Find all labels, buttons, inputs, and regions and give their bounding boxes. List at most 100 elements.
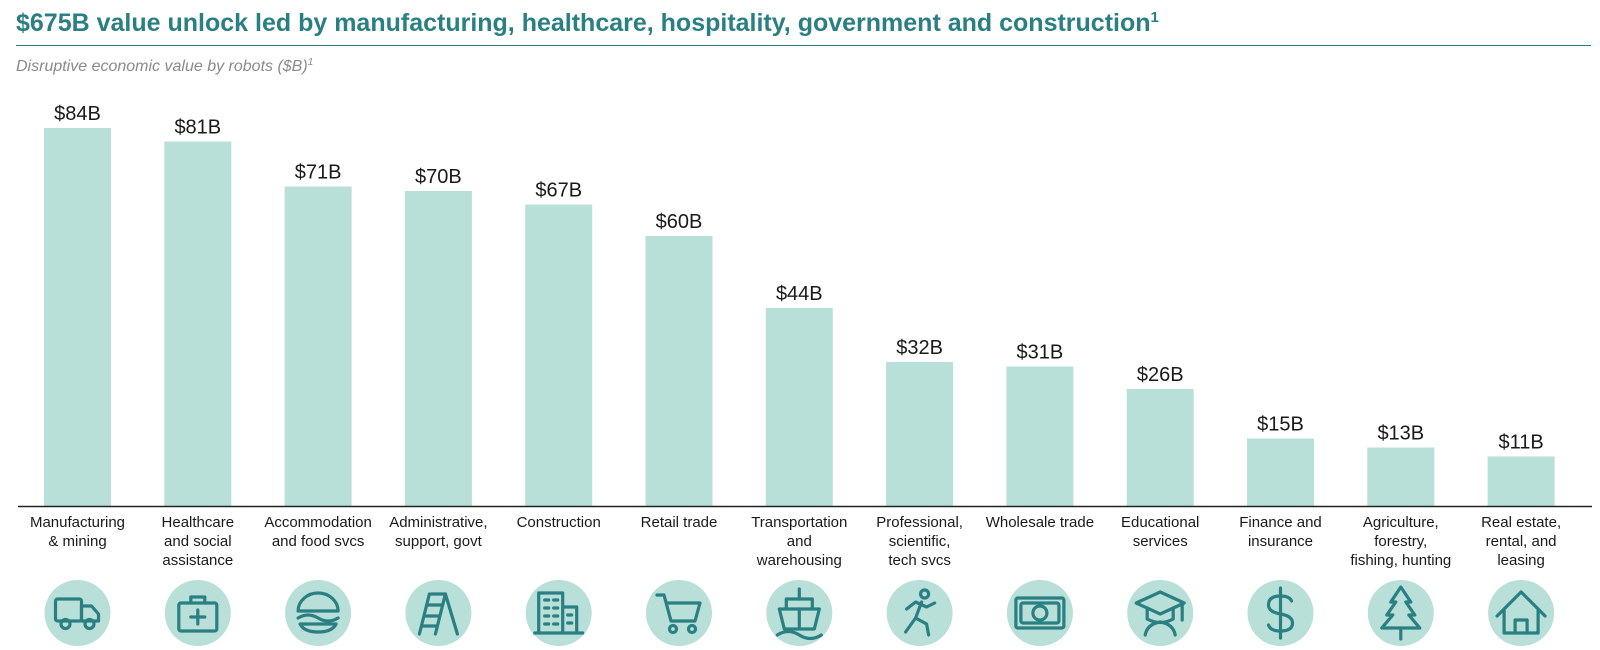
ladder-icon (405, 580, 472, 646)
category-label-line: warehousing (756, 552, 842, 569)
category-label-line: Administrative, (389, 514, 487, 531)
running-person-icon (886, 580, 953, 646)
bar (44, 128, 111, 506)
truck-icon-glyph (53, 597, 101, 631)
first-aid-kit-icon-glyph (177, 595, 219, 633)
bar-group: $11B Real estate, rental, and leasing (1481, 432, 1561, 646)
title-underline (16, 45, 1591, 46)
icon-background-circle (44, 580, 111, 646)
bar-group: $67B Construction (517, 180, 601, 646)
bar (1247, 438, 1314, 506)
bar-group: $31B Wholesale trade (986, 342, 1094, 646)
bar (645, 236, 713, 506)
building-icon-glyph (533, 591, 585, 635)
bar-value-label: $71B (295, 162, 342, 184)
bar-group: $81B Healthcare and social assistance (162, 117, 235, 646)
bar (886, 362, 954, 506)
bar-value-label: $32B (896, 337, 943, 359)
shopping-cart-icon (646, 580, 712, 646)
category-label-line: rental, and (1486, 533, 1557, 550)
category-label: Healthcare and social assistance (162, 514, 235, 569)
bar-value-label: $26B (1137, 364, 1184, 386)
category-label-line: assistance (162, 552, 233, 569)
category-label-line: & mining (48, 533, 106, 550)
bar-value-label: $70B (415, 166, 462, 188)
category-label: Construction (517, 514, 601, 531)
bar-group: $71B Accommodation and food svcs (264, 162, 372, 646)
category-label-line: scientific, (889, 533, 951, 550)
category-label: Manufacturing & mining (30, 514, 125, 550)
bar-group: $44B Transportation and warehousing (751, 283, 847, 646)
pine-tree-icon (1367, 580, 1434, 646)
food-bowl-icon (285, 580, 352, 646)
category-label-line: Professional, (876, 514, 963, 531)
truck-icon (44, 580, 111, 646)
bar (404, 191, 472, 506)
bar-value-label: $13B (1377, 423, 1424, 445)
category-label: Educational services (1121, 514, 1199, 550)
dollar-sign-icon-glyph (1266, 586, 1295, 640)
category-label-line: tech svcs (888, 552, 951, 569)
bar (525, 204, 593, 506)
bar-group: $84B Manufacturing & mining (30, 103, 125, 646)
icon-background-circle (525, 580, 592, 646)
running-person-icon-glyph (903, 588, 937, 637)
chart-subtitle-text: Disruptive economic value by robots ($B) (16, 58, 308, 75)
bar-group: $13B Agriculture, forestry, fishing, huntin… (1350, 423, 1451, 646)
bar (284, 186, 352, 506)
bar (1126, 389, 1194, 506)
category-label-line: Retail trade (641, 514, 718, 531)
category-label-line: Construction (517, 514, 601, 531)
category-label: Agriculture, forestry, fishing, hunting (1350, 514, 1451, 569)
category-label-line: forestry, (1374, 533, 1427, 550)
category-label: Accommodation and food svcs (264, 514, 372, 550)
category-label: Professional, scientific, tech svcs (876, 514, 963, 569)
shopping-cart-icon-glyph (655, 593, 702, 635)
category-label-line: and food svcs (272, 533, 365, 550)
category-label-line: Finance and (1239, 514, 1322, 531)
category-label: Transportation and warehousing (751, 514, 847, 569)
category-label: Real estate, rental, and leasing (1481, 514, 1561, 569)
bar-value-label: $15B (1257, 414, 1304, 436)
chart-title: $675B value unlock led by manufacturing,… (16, 9, 1159, 38)
graduate-icon (1127, 580, 1194, 646)
bar (1487, 456, 1555, 506)
house-icon-glyph (1495, 590, 1547, 635)
icon-background-circle (886, 580, 953, 646)
bar-group: $70B Administrative, support, govt (389, 166, 488, 646)
building-icon (525, 580, 592, 646)
ship-icon (766, 580, 833, 646)
bar-value-label: $44B (776, 283, 823, 305)
cash-icon-glyph (1014, 596, 1066, 630)
category-label-line: and social (164, 533, 232, 550)
category-label-line: Transportation (751, 514, 847, 531)
title-footnote-marker: 1 (1150, 9, 1159, 26)
ladder-icon-glyph (417, 592, 459, 636)
category-label-line: and (787, 533, 812, 550)
category-label-line: Real estate, (1481, 514, 1561, 531)
bar (1367, 447, 1435, 506)
bar-value-label: $60B (656, 211, 703, 233)
house-icon (1488, 580, 1555, 646)
category-label: Retail trade (641, 514, 718, 531)
bar-group: $32B Professional, scientific, tech svcs (876, 337, 963, 646)
bar (1006, 366, 1074, 506)
bar-value-label: $67B (535, 180, 582, 202)
category-label: Wholesale trade (986, 514, 1094, 531)
food-bowl-icon-glyph (296, 591, 340, 634)
bar (164, 141, 232, 506)
category-label-line: Agriculture, (1363, 514, 1439, 531)
category-label-line: Accommodation (264, 514, 372, 531)
chart-subtitle: Disruptive economic value by robots ($B)… (16, 57, 313, 76)
category-label-line: fishing, hunting (1350, 552, 1451, 569)
graduate-icon-glyph (1134, 590, 1186, 637)
cash-icon (1006, 580, 1073, 646)
category-label-line: Wholesale trade (986, 514, 1094, 531)
pine-tree-icon-glyph (1380, 585, 1422, 641)
dollar-sign-icon (1247, 580, 1314, 646)
icon-background-circle (285, 580, 352, 646)
bar-value-label: $81B (174, 117, 221, 139)
category-label-line: support, govt (395, 533, 483, 550)
bar-group: $15B Finance and insurance (1239, 414, 1322, 646)
